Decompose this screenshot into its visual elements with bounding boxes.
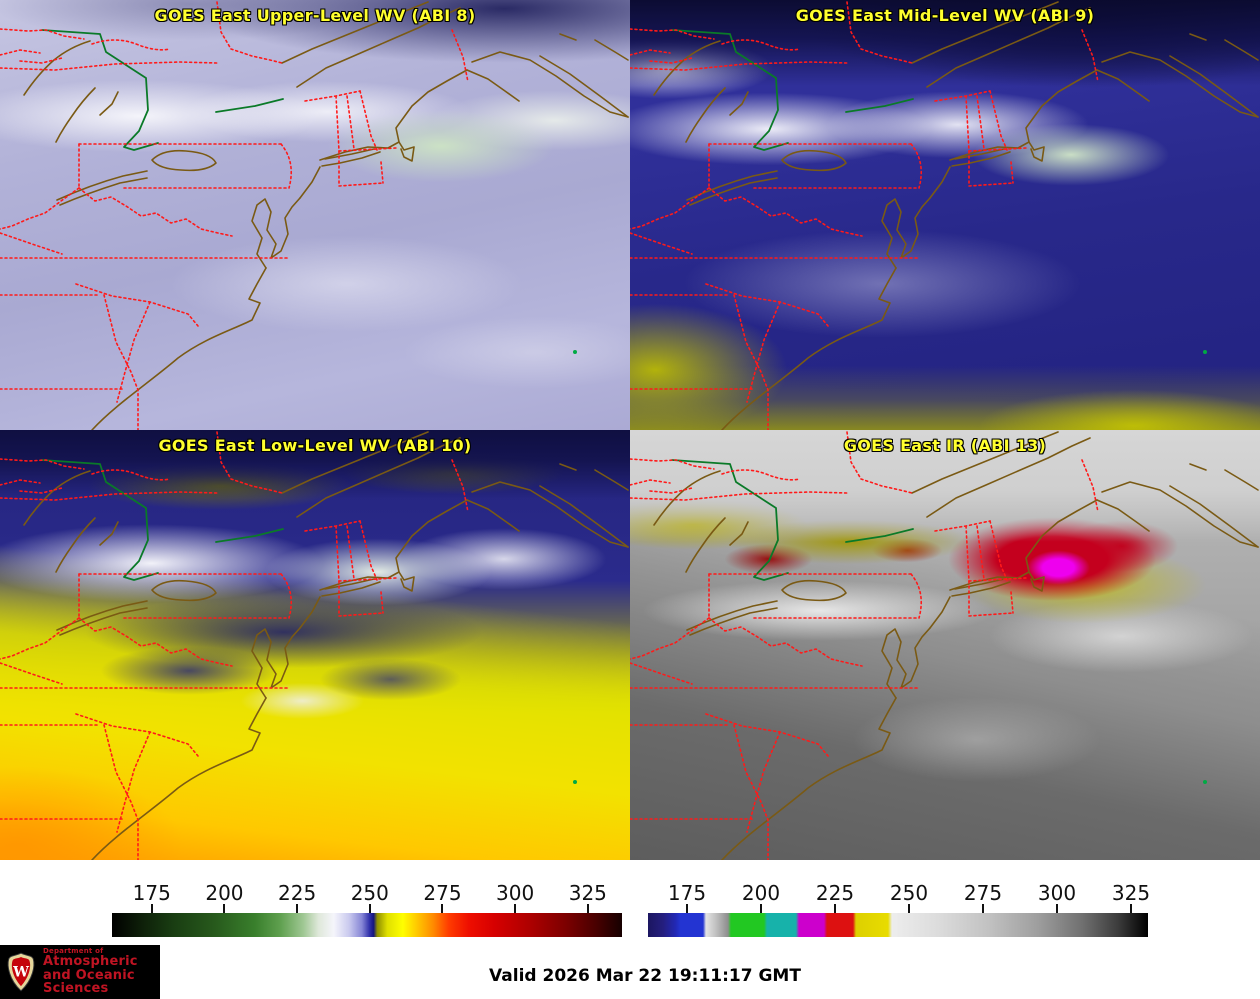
map-overlay	[630, 1, 1259, 430]
logo-dept-line: Department of	[43, 946, 104, 955]
wv-tick-label: 325	[568, 881, 607, 905]
tick-mark	[686, 904, 688, 913]
panel-low-level-wv: GOES East Low-Level WV (ABI 10)	[0, 430, 630, 860]
panel-title-abi9: GOES East Mid-Level WV (ABI 9)	[795, 6, 1095, 25]
wv-colorbar-labels: 175 200 225 250 275 300 325	[112, 881, 622, 905]
tick-mark	[1130, 904, 1132, 913]
ir-colorbar-gradient	[648, 913, 1148, 937]
panel-ir: GOES East IR (ABI 13)	[630, 430, 1260, 860]
tick-mark	[834, 904, 836, 913]
wv-colorbar-gradient	[112, 913, 622, 937]
ir-tick-label: 300	[1037, 881, 1077, 905]
aos-logo-text: Department of Atmospheric and Oceanic Sc…	[43, 946, 160, 997]
ir-tick-label: 175	[667, 881, 707, 905]
wv-tick-label: 200	[205, 881, 244, 905]
ir-tick-label: 325	[1111, 881, 1151, 905]
wv-tick-label: 175	[132, 881, 171, 905]
ir-colorbar-labels: 175 200 225 250 275 300 325	[648, 881, 1151, 905]
map-overlay	[630, 431, 1259, 860]
valid-timestamp: Valid 2026 Mar 22 19:11:17 GMT	[489, 966, 801, 986]
panel-title-abi8: GOES East Upper-Level WV (ABI 8)	[154, 6, 476, 25]
tick-mark	[368, 904, 371, 913]
ir-tick-label: 200	[741, 881, 781, 905]
tick-mark	[223, 904, 226, 913]
ir-colorbar: 175 200 225 250 275 300 325	[648, 881, 1151, 939]
wv-tick-label: 225	[278, 881, 317, 905]
tick-mark	[760, 904, 762, 913]
ir-colorbar-ticks	[648, 904, 1148, 913]
tick-mark	[441, 904, 444, 913]
wv-tick-label: 300	[496, 881, 535, 905]
wv-colorbar-ticks	[112, 904, 622, 913]
ir-tick-label: 225	[815, 881, 855, 905]
ir-tick-label: 275	[963, 881, 1003, 905]
uw-crest-icon: W	[7, 952, 35, 992]
panel-mid-level-wv: GOES East Mid-Level WV (ABI 9)	[630, 0, 1260, 430]
panel-title-abi13: GOES East IR (ABI 13)	[843, 436, 1047, 455]
wv-tick-label: 250	[350, 881, 389, 905]
ir-tick-label: 250	[889, 881, 929, 905]
map-overlay	[0, 1, 629, 430]
svg-text:W: W	[12, 965, 30, 981]
tick-mark	[982, 904, 984, 913]
aos-logo: W Department of Atmospheric and Oceanic …	[0, 945, 160, 999]
wv-tick-label: 275	[423, 881, 462, 905]
tick-mark	[1056, 904, 1058, 913]
tick-mark	[296, 904, 299, 913]
wv-colorbar: 175 200 225 250 275 300 325	[112, 881, 622, 939]
panel-title-abi10: GOES East Low-Level WV (ABI 10)	[158, 436, 472, 455]
tick-mark	[150, 904, 153, 913]
tick-mark	[586, 904, 589, 913]
map-overlay	[0, 431, 629, 860]
tick-mark	[514, 904, 517, 913]
logo-line-1: Atmospheric	[43, 954, 138, 970]
tick-mark	[908, 904, 910, 913]
panel-upper-level-wv: GOES East Upper-Level WV (ABI 8)	[0, 0, 630, 430]
logo-line-2: and Oceanic Sciences	[43, 967, 135, 997]
